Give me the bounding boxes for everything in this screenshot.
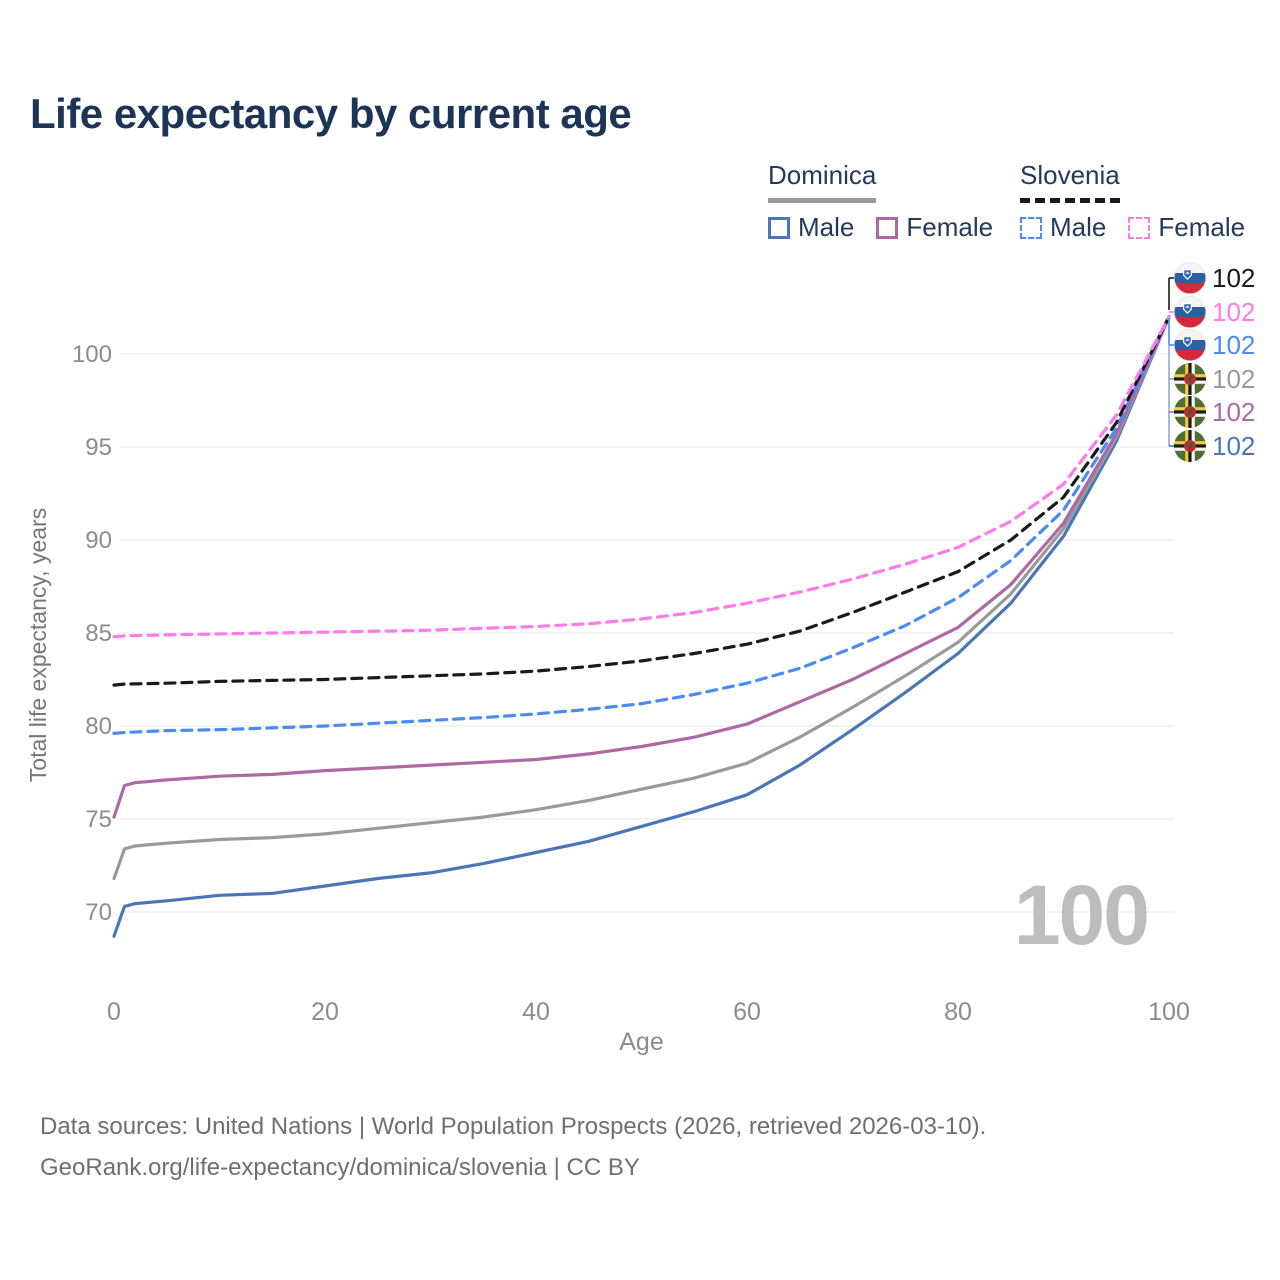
legend-item-dominica-male[interactable]: Male bbox=[768, 212, 854, 243]
x-tick-label-40: 40 bbox=[522, 998, 550, 1026]
leader-lines bbox=[1168, 277, 1177, 447]
x-tick-label-0: 0 bbox=[107, 998, 121, 1026]
age-watermark: 100 bbox=[1014, 868, 1148, 962]
legend-country-slovenia[interactable]: Slovenia bbox=[1020, 160, 1120, 203]
x-tick-label-20: 20 bbox=[311, 998, 339, 1026]
end-value-label-dominica-3: 102 bbox=[1212, 364, 1255, 394]
series-line-slovenia-female bbox=[112, 315, 1171, 639]
series-line-dominica-male bbox=[112, 315, 1171, 938]
flag-art bbox=[1174, 262, 1206, 294]
y-tick-label-80: 80 bbox=[85, 713, 112, 740]
legend-label: Female bbox=[906, 212, 994, 242]
legend-country-dominica[interactable]: Dominica bbox=[768, 160, 877, 203]
data-source-line: Data sources: United Nations | World Pop… bbox=[40, 1113, 987, 1140]
legend-group-dominica: Dominica Male Female bbox=[768, 160, 993, 243]
legend-group-slovenia: Slovenia Male Female bbox=[1020, 160, 1245, 243]
flag-icon-dominica bbox=[1174, 396, 1206, 428]
x-axis-title: Age bbox=[619, 1028, 663, 1056]
flag-art bbox=[1174, 430, 1206, 462]
y-tick-label-70: 70 bbox=[85, 899, 112, 926]
series-line-dominica-both-sexes bbox=[112, 315, 1171, 881]
flag-art bbox=[1174, 296, 1206, 328]
gridlines: 70 75 80 85 90 95 100 bbox=[72, 341, 1174, 926]
series-line-dominica-female bbox=[112, 315, 1171, 819]
end-value-label-slovenia-2: 102 bbox=[1212, 330, 1255, 360]
flag-art bbox=[1174, 329, 1206, 361]
end-value-label-dominica-4: 102 bbox=[1212, 397, 1255, 427]
flag-icon-dominica bbox=[1174, 430, 1206, 462]
y-tick-label-75: 75 bbox=[85, 806, 112, 833]
legend-swatch-slovenia-male bbox=[1020, 216, 1042, 239]
flag-art bbox=[1174, 363, 1206, 395]
flag-icon-dominica bbox=[1174, 363, 1206, 395]
flag-icon-slovenia bbox=[1174, 329, 1206, 361]
x-tick-label-100: 100 bbox=[1148, 998, 1190, 1026]
end-value-label-slovenia-0: 102 bbox=[1212, 263, 1255, 293]
series-line-slovenia-male bbox=[112, 315, 1171, 735]
x-tick-label-60: 60 bbox=[733, 998, 761, 1026]
y-tick-label-100: 100 bbox=[72, 341, 112, 368]
chart-footer: Data sources: United Nations | World Pop… bbox=[40, 1106, 986, 1188]
flag-icon-slovenia bbox=[1174, 262, 1206, 294]
legend-item-slovenia-female[interactable]: Female bbox=[1128, 212, 1245, 243]
end-value-label-dominica-5: 102 bbox=[1212, 431, 1255, 461]
legend-swatch-slovenia-female bbox=[1128, 216, 1151, 239]
legend-items-dominica: Male Female bbox=[768, 212, 993, 243]
legend-label: Male bbox=[1050, 212, 1107, 242]
legend-label: Male bbox=[798, 212, 855, 242]
legend-label: Female bbox=[1158, 212, 1246, 242]
y-axis-title: Total life expectancy, years bbox=[25, 508, 51, 782]
page-title: Life expectancy by current age bbox=[30, 90, 632, 137]
legend-swatch-dominica-female bbox=[876, 216, 899, 239]
y-tick-label-90: 90 bbox=[85, 527, 112, 554]
legend-item-slovenia-male[interactable]: Male bbox=[1020, 212, 1106, 243]
legend-swatch-dominica-male bbox=[768, 216, 790, 239]
flag-art bbox=[1174, 396, 1206, 428]
y-tick-label-95: 95 bbox=[85, 434, 112, 461]
attribution-line: GeoRank.org/life-expectancy/dominica/slo… bbox=[40, 1154, 640, 1181]
x-tick-label-80: 80 bbox=[944, 998, 972, 1026]
end-value-label-slovenia-1: 102 bbox=[1212, 297, 1255, 327]
series-line-slovenia-both-sexes bbox=[112, 315, 1171, 687]
flag-icon-slovenia bbox=[1174, 296, 1206, 328]
y-tick-label-85: 85 bbox=[85, 620, 112, 647]
legend-item-dominica-female[interactable]: Female bbox=[876, 212, 993, 243]
x-axis: 0 20 40 60 80 100 Age bbox=[107, 998, 1190, 1056]
legend-items-slovenia: Male Female bbox=[1020, 212, 1245, 243]
series-lines bbox=[112, 315, 1171, 938]
